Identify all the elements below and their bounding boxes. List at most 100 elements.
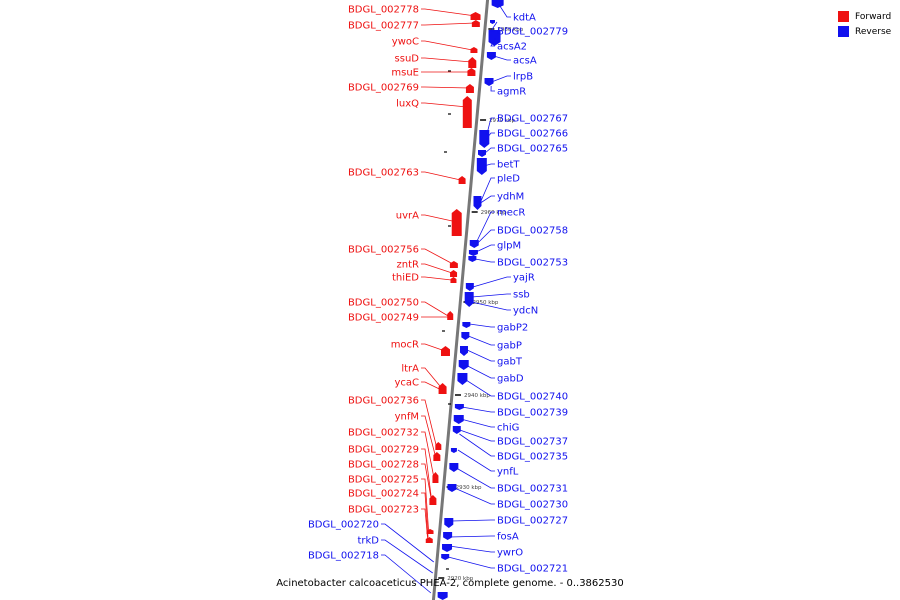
axis-tick-label: 2920 kbp xyxy=(447,576,473,582)
forward-gene-leader xyxy=(421,263,453,274)
reverse-gene-block xyxy=(450,448,457,453)
forward-gene-leader xyxy=(421,102,468,108)
gene-label-mecr: mecR xyxy=(497,208,525,219)
gene-label-ydcn: ydcN xyxy=(513,306,538,317)
gene-label-trkd: trkD xyxy=(357,536,379,547)
reverse-gene-block xyxy=(468,256,477,262)
gene-label-bdgl-002737: BDGL_002737 xyxy=(497,437,568,448)
reverse-gene-leader xyxy=(456,467,495,489)
legend-forward: Forward xyxy=(838,9,891,24)
gene-label-acsa2: acsA2 xyxy=(497,42,527,53)
gene-label-gabt: gabT xyxy=(497,357,523,368)
gene-label-ynfm: ynfM xyxy=(395,412,419,423)
gene-label-bdgl-002728: BDGL_002728 xyxy=(348,460,419,471)
gene-label-lrpb: lrpB xyxy=(513,72,533,83)
gene-label-bdgl-002740: BDGL_002740 xyxy=(497,392,568,403)
forward-gene-block xyxy=(471,20,480,27)
reverse-gene-leader xyxy=(459,433,495,457)
forward-gene-block xyxy=(450,270,458,277)
reverse-gene-leader xyxy=(476,211,495,242)
reverse-gene-leader xyxy=(460,418,495,428)
gene-label-bdgl-002739: BDGL_002739 xyxy=(497,408,568,419)
gene-label-gabp2: gabP2 xyxy=(497,323,528,334)
gene-label-zntr: zntR xyxy=(397,260,420,271)
forward-gene-leader xyxy=(421,415,436,457)
reverse-gene-leader xyxy=(381,523,434,563)
forward-gene-block xyxy=(435,442,442,450)
reverse-gene-leader xyxy=(490,85,495,92)
reverse-gene-block xyxy=(484,78,494,86)
reverse-gene-leader xyxy=(490,21,498,32)
forward-gene-leader xyxy=(421,301,449,317)
forward-gene-block xyxy=(432,472,439,483)
gene-label-bdgl-002730: BDGL_002730 xyxy=(497,500,568,511)
reverse-gene-block xyxy=(478,150,487,157)
gene-label-bdgl-002763: BDGL_002763 xyxy=(348,168,419,179)
reverse-gene-leader xyxy=(466,349,495,362)
reverse-gene-block xyxy=(457,373,468,385)
reverse-gene-leader xyxy=(484,147,495,154)
forward-gene-leader xyxy=(421,171,461,181)
reverse-gene-leader xyxy=(448,556,495,569)
reverse-gene-block xyxy=(447,484,457,492)
gene-label-gabp: gabP xyxy=(497,341,522,352)
gene-label-bdgl-002721: BDGL_002721 xyxy=(497,564,568,575)
reverse-gene-block xyxy=(449,463,459,472)
gene-label-bdgl-002736: BDGL_002736 xyxy=(348,396,419,407)
reverse-gene-block xyxy=(469,240,479,248)
legend-reverse-label: Reverse xyxy=(855,26,892,37)
reverse-gene-leader xyxy=(476,229,495,245)
forward-gene-leader xyxy=(421,399,437,447)
forward-gene-leader xyxy=(421,367,442,389)
reverse-gene-leader xyxy=(471,293,511,298)
reverse-gene-block xyxy=(488,30,501,46)
reverse-gene-block xyxy=(464,292,474,307)
reverse-gene-block xyxy=(459,346,468,356)
reverse-gene-block xyxy=(473,196,482,210)
reverse-gene-leader xyxy=(459,429,495,442)
gene-label-yajr: yajR xyxy=(513,273,535,284)
forward-gene-leader xyxy=(421,40,473,51)
gene-label-ycac: ycaC xyxy=(394,378,419,389)
reverse-gene-leader xyxy=(457,449,495,472)
reverse-gene-leader xyxy=(491,75,511,83)
reverse-gene-block xyxy=(453,415,464,424)
forward-gene-leader xyxy=(421,492,429,538)
reverse-gene-leader xyxy=(454,487,495,505)
reverse-gene-leader xyxy=(493,55,511,61)
axis-tick-label: 2950 kbp xyxy=(472,300,498,306)
reverse-gene-leader xyxy=(480,177,495,203)
gene-label-bdgl-002777: BDGL_002777 xyxy=(348,21,419,32)
gene-label-fosa: fosA xyxy=(497,532,519,543)
gene-label-pled: pleD xyxy=(497,174,520,185)
reverse-gene-leader xyxy=(449,545,495,553)
gene-label-ydhm: ydhM xyxy=(497,192,524,203)
forward-gene-leader xyxy=(421,431,434,477)
forward-gene-leader xyxy=(421,86,469,89)
gene-label-bdgl-002766: BDGL_002766 xyxy=(497,129,568,140)
reverse-gene-block xyxy=(468,250,478,256)
gene-label-kdta: kdtA xyxy=(513,13,536,24)
gene-label-acsa: acsA xyxy=(513,56,537,67)
axis-tick-label: 2980 kbp xyxy=(497,27,523,33)
forward-gene-block xyxy=(447,311,454,320)
forward-gene-block xyxy=(451,209,462,236)
gene-label-glpm: glpM xyxy=(497,241,521,252)
forward-gene-leader xyxy=(421,248,454,265)
reverse-gene-leader xyxy=(472,276,511,288)
forward-gene-block xyxy=(458,176,466,184)
reverse-gene-block xyxy=(442,544,453,552)
gene-label-luxq: luxQ xyxy=(396,99,419,110)
reverse-gene-leader xyxy=(480,195,495,204)
gene-label-bdgl-002749: BDGL_002749 xyxy=(348,313,419,324)
forward-gene-block xyxy=(440,346,450,356)
legend-reverse: Reverse xyxy=(838,24,891,39)
gene-label-bdgl-002724: BDGL_002724 xyxy=(348,489,419,500)
reverse-gene-block xyxy=(479,130,490,148)
reverse-gene-leader xyxy=(475,258,495,263)
gene-label-bdgl-002779: BDGL_002779 xyxy=(497,27,568,38)
forward-gene-block xyxy=(438,383,447,394)
legend-reverse-swatch xyxy=(838,26,849,37)
gene-label-msue: msuE xyxy=(391,68,419,79)
forward-gene-block xyxy=(449,261,458,268)
